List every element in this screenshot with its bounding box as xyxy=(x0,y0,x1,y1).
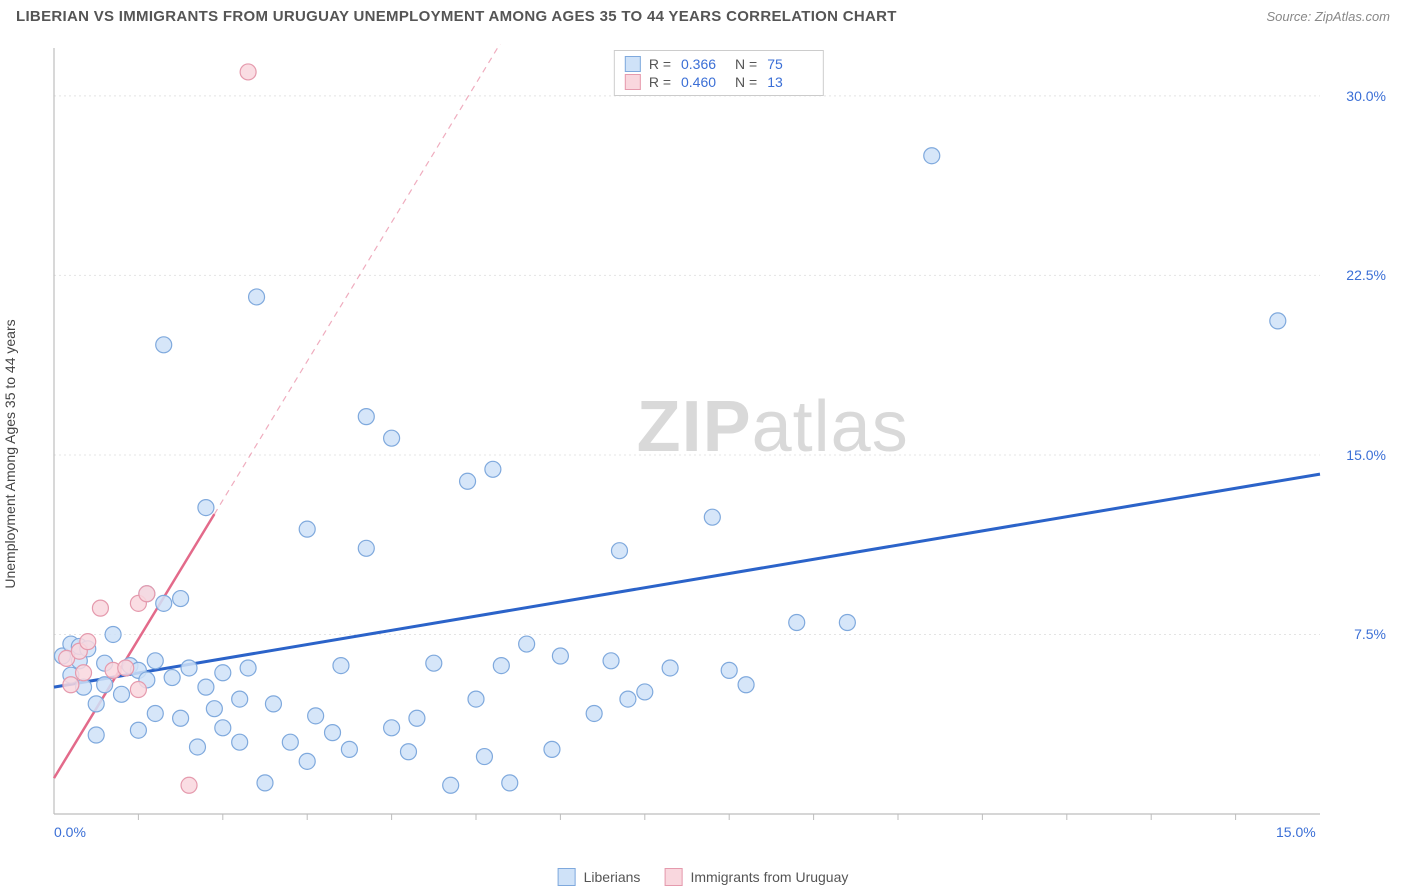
series-legend: Liberians Immigrants from Uruguay xyxy=(558,868,849,886)
x-tick-label: 15.0% xyxy=(1276,824,1316,840)
y-tick-label: 22.5% xyxy=(1346,267,1386,283)
legend-swatch xyxy=(625,56,641,72)
series-legend-item: Immigrants from Uruguay xyxy=(664,868,848,886)
y-tick-label: 7.5% xyxy=(1354,626,1386,642)
y-tick-label: 30.0% xyxy=(1346,88,1386,104)
legend-N-value: 13 xyxy=(767,74,813,90)
legend-R-label: R = xyxy=(649,56,671,72)
correlation-legend: R = 0.366 N = 75 R = 0.460 N = 13 xyxy=(614,50,824,96)
y-tick-label: 15.0% xyxy=(1346,447,1386,463)
series-legend-item: Liberians xyxy=(558,868,641,886)
x-tick-label: 0.0% xyxy=(54,824,86,840)
legend-swatch xyxy=(625,74,641,90)
legend-swatch xyxy=(558,868,576,886)
source-label: Source: ZipAtlas.com xyxy=(1266,9,1390,24)
series-legend-label: Immigrants from Uruguay xyxy=(690,869,848,885)
legend-N-label: N = xyxy=(735,56,757,72)
legend-N-value: 75 xyxy=(767,56,813,72)
legend-swatch xyxy=(664,868,682,886)
scatter-chart-svg xyxy=(48,44,1390,842)
chart-area: ZIPatlas R =0.366N =75R =0.460N =13 7.5%… xyxy=(48,44,1390,842)
legend-R-value: 0.460 xyxy=(681,74,727,90)
correlation-legend-row: R = 0.460 N = 13 xyxy=(625,73,813,91)
chart-title: LIBERIAN VS IMMIGRANTS FROM URUGUAY UNEM… xyxy=(16,8,897,25)
legend-R-value: 0.366 xyxy=(681,56,727,72)
correlation-legend-row: R = 0.366 N = 75 xyxy=(625,55,813,73)
legend-N-label: N = xyxy=(735,74,757,90)
y-axis-label: Unemployment Among Ages 35 to 44 years xyxy=(2,319,18,588)
series-legend-label: Liberians xyxy=(584,869,641,885)
legend-R-label: R = xyxy=(649,74,671,90)
